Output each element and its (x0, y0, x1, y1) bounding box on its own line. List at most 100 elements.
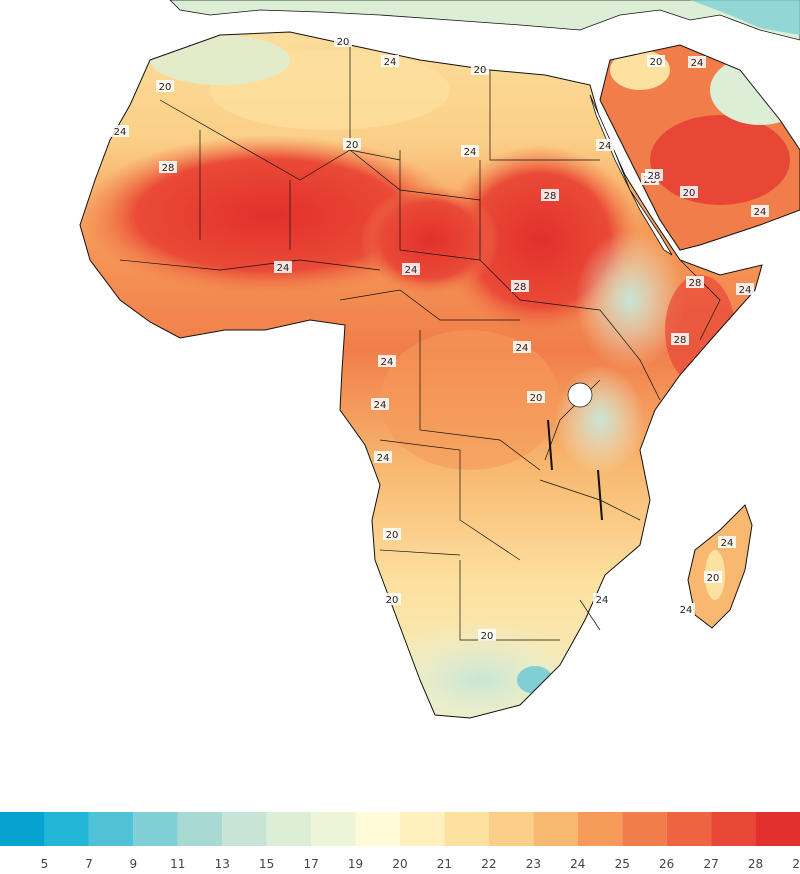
contour-label: 24 (402, 263, 420, 276)
lake-tanganyika (547, 419, 553, 471)
contour-label: 24 (461, 145, 479, 158)
colorbar-swatch (666, 812, 712, 846)
colorbar-tick-label: 11 (170, 857, 185, 871)
colorbar-tick-label: 22 (481, 857, 496, 871)
contour-label: 20 (156, 80, 174, 93)
contour-label: 24 (378, 355, 396, 368)
colorbar-swatch (355, 812, 400, 846)
colorbar-swatch (577, 812, 623, 846)
colorbar-swatch (88, 812, 134, 846)
colorbar-swatch (711, 812, 756, 846)
europe-east-cool (690, 0, 800, 35)
contour-label-text: 20 (650, 57, 663, 68)
contour-label-text: 24 (114, 127, 127, 138)
colorbar-swatch (133, 812, 178, 846)
colorbar-tick-label: 15 (259, 857, 274, 871)
colorbar-swatch (266, 812, 312, 846)
contour-label-text: 24 (377, 453, 390, 464)
colorbar-tick-label: 26 (659, 857, 674, 871)
contour-label-text: 20 (530, 393, 543, 404)
contour-label-text: 20 (386, 595, 399, 606)
contour-label: 24 (593, 593, 611, 606)
contour-label: 20 (383, 528, 401, 541)
colorbar-swatch (222, 812, 267, 846)
contour-label: 24 (374, 451, 392, 464)
contour-label-text: 28 (648, 171, 661, 182)
contour-label: 24 (596, 139, 614, 152)
contour-label: 28 (541, 189, 559, 202)
contour-label-text: 24 (381, 357, 394, 368)
contour-label: 24 (274, 261, 292, 274)
colorbar-tick-label: 9 (130, 857, 138, 871)
contour-label-text: 20 (386, 530, 399, 541)
colorbar-tick-label: 5 (41, 857, 49, 871)
colorbar-tick-label: 29 (792, 857, 800, 871)
contour-label: 28 (686, 276, 704, 289)
contour-label: 24 (381, 55, 399, 68)
contour-label-text: 28 (689, 278, 702, 289)
contour-label-text: 20 (481, 631, 494, 642)
contour-label: 28 (159, 161, 177, 174)
contour-label: 28 (671, 333, 689, 346)
lake-malawi (597, 469, 603, 521)
contour-label: 24 (718, 536, 736, 549)
contour-label: 24 (513, 341, 531, 354)
contour-label: 20 (647, 55, 665, 68)
contour-label-text: 24 (374, 400, 387, 411)
contour-label-text: 24 (754, 207, 767, 218)
contour-label-text: 24 (405, 265, 418, 276)
colorbar-swatch (311, 812, 356, 846)
contour-label-text: 24 (277, 263, 290, 274)
contour-label-text: 24 (464, 147, 477, 158)
colorbar-swatch (622, 812, 667, 846)
contour-label: 24 (751, 205, 769, 218)
colorbar-tick-label: 21 (437, 857, 452, 871)
colorbar-swatch (488, 812, 534, 846)
contour-label: 28 (511, 280, 529, 293)
contour-label-text: 20 (474, 65, 487, 76)
contour-label: 24 (371, 398, 389, 411)
colorbar-swatch (177, 812, 223, 846)
contour-label-text: 24 (384, 57, 397, 68)
colorbar-swatch (755, 812, 800, 846)
europe-land (169, 0, 800, 41)
contour-label: 20 (527, 391, 545, 404)
colorbar-swatch (0, 812, 45, 846)
contour-label-text: 20 (159, 82, 172, 93)
colorbar-tick-label: 20 (392, 857, 407, 871)
arabia-coastline (599, 44, 800, 251)
colorbar-tick-label: 23 (526, 857, 541, 871)
contour-label: 20 (704, 571, 722, 584)
contour-label: 24 (677, 603, 695, 616)
colorbar-tick-label: 19 (348, 857, 363, 871)
contour-label-text: 24 (596, 595, 609, 606)
colorbar-tick-label: 24 (570, 857, 585, 871)
contour-label-text: 24 (680, 605, 693, 616)
contour-labels: 20 20 20 24 24 20 24 28 28 24 24 28 28 28 20 24 24 28 24 24… (111, 35, 769, 642)
colorbar-swatch (44, 812, 89, 846)
colorbar-tick-label: 7 (85, 857, 93, 871)
contour-label-text: 20 (337, 37, 350, 48)
colorbar-tick-label: 27 (703, 857, 718, 871)
contour-label: 20 (478, 629, 496, 642)
colorbar-tick-label: 25 (615, 857, 630, 871)
lake-victoria (567, 382, 593, 408)
contour-label: 24 (736, 283, 754, 296)
colorbar: 5 7 9 11 13 15 17 19 20 21 22 23 24 25 26 27 28 29 (0, 812, 800, 871)
red-sea (589, 94, 673, 256)
contour-label-text: 28 (162, 163, 175, 174)
contour-label-text: 24 (516, 343, 529, 354)
contour-label-text: 20 (707, 573, 720, 584)
contour-label: 28 (645, 169, 663, 182)
contour-label-text: 24 (599, 141, 612, 152)
contour-label-text: 24 (721, 538, 734, 549)
contour-label: 20 (343, 138, 361, 151)
contour-label-text: 20 (346, 140, 359, 151)
colorbar-tick-label: 13 (215, 857, 230, 871)
contour-label-text: 24 (691, 58, 704, 69)
contour-label-text: 20 (683, 188, 696, 199)
contour-label: 20 (383, 593, 401, 606)
contour-label: 24 (688, 56, 706, 69)
colorbar-swatch (444, 812, 489, 846)
temperature-map: 20 20 20 24 24 20 24 28 28 24 24 28 28 28 20 24 24 28 24 24… (79, 0, 800, 719)
